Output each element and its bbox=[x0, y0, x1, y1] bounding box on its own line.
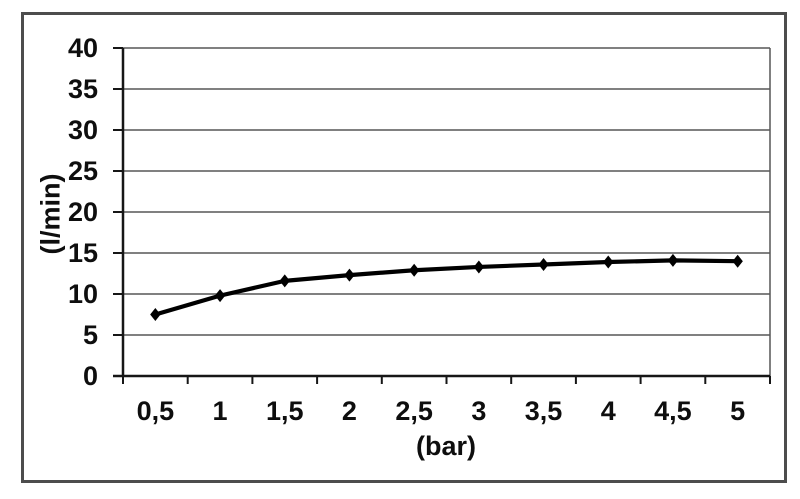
y-tick-label: 20 bbox=[67, 197, 98, 227]
data-point-marker bbox=[538, 257, 549, 271]
data-point-marker bbox=[473, 260, 485, 274]
x-tick-label: 5 bbox=[730, 396, 746, 426]
data-point-marker bbox=[732, 254, 743, 268]
x-tick-label: 0,5 bbox=[136, 396, 175, 426]
x-tick-label: 2,5 bbox=[395, 396, 433, 426]
x-axis-title: (bar) bbox=[416, 431, 476, 461]
chart-border bbox=[21, 12, 787, 483]
x-tick-label: 3 bbox=[471, 396, 487, 426]
data-point-marker bbox=[667, 253, 679, 267]
x-tick-label: 3,5 bbox=[524, 396, 563, 426]
y-tick-label: 40 bbox=[67, 33, 98, 63]
data-point-marker bbox=[150, 308, 161, 321]
data-point-marker bbox=[214, 289, 226, 303]
y-tick-label: 5 bbox=[82, 320, 98, 350]
y-tick-label: 10 bbox=[67, 279, 98, 309]
series-line bbox=[154, 258, 738, 317]
y-tick-label: 0 bbox=[82, 361, 98, 391]
y-tick-label: 25 bbox=[67, 156, 98, 186]
y-axis-title: (l/min) bbox=[35, 173, 66, 255]
data-point-marker bbox=[603, 255, 614, 269]
x-tick-label: 1 bbox=[212, 396, 228, 426]
data-point-marker bbox=[279, 274, 290, 288]
y-tick-label: 30 bbox=[67, 115, 98, 145]
x-tick-label: 4,5 bbox=[654, 396, 692, 426]
y-tick-label: 35 bbox=[67, 74, 98, 104]
y-tick-label: 15 bbox=[67, 238, 98, 268]
x-tick-label: 4 bbox=[600, 396, 616, 426]
x-tick-label: 2 bbox=[341, 396, 357, 426]
x-tick-label: 1,5 bbox=[265, 396, 304, 426]
data-point-marker bbox=[344, 268, 355, 282]
data-point-marker bbox=[408, 263, 420, 277]
